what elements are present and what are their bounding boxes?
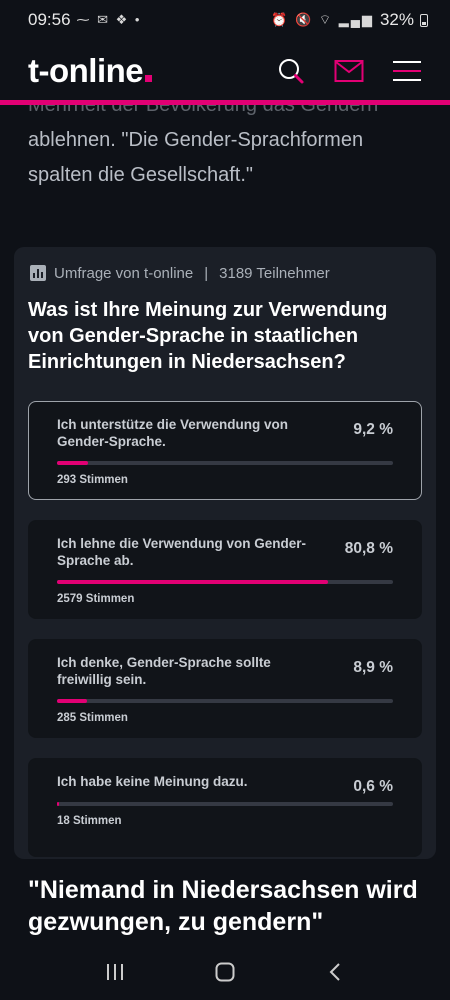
logo-dot — [145, 75, 153, 82]
home-icon — [215, 962, 235, 982]
option-header: Ich habe keine Meinung dazu. 0,6 % — [57, 773, 393, 796]
option-bar-fill — [57, 802, 60, 806]
poll-option[interactable]: Ich denke, Gender-Sprache sollte freiwil… — [28, 639, 422, 738]
site-header: t-online — [0, 40, 450, 102]
poll-option[interactable]: Ich unterstütze die Verwendung von Gende… — [28, 401, 422, 500]
mail-button[interactable] — [334, 56, 364, 86]
recent-apps-button[interactable] — [95, 952, 135, 992]
logo[interactable]: t-online — [28, 52, 153, 90]
poll-meta: Umfrage von t-online | 3189 Teilnehmer — [30, 263, 422, 283]
poll-participants: 3189 Teilnehmer — [219, 264, 330, 282]
poll-widget: Umfrage von t-online | 3189 Teilnehmer W… — [14, 247, 436, 859]
home-button[interactable] — [205, 952, 245, 992]
menu-icon — [393, 61, 421, 81]
option-percent: 8,9 % — [353, 659, 393, 676]
recent-apps-icon — [107, 964, 123, 980]
bar-chart-icon — [30, 265, 46, 281]
option-bar-fill — [57, 580, 329, 584]
option-label: Ich unterstütze die Verwendung von Gende… — [57, 417, 289, 449]
status-bar: 09:56 ⁓ ✉ ❖ • ⏰ 🔇 ⌔ ▂▄▆ 32% — [0, 0, 450, 40]
option-bar-track — [57, 699, 393, 703]
header-accent-line — [0, 100, 450, 105]
option-percent: 0,6 % — [353, 778, 393, 795]
search-icon — [279, 59, 304, 84]
poll-question: Was ist Ihre Meinung zur Verwendung von … — [28, 299, 388, 373]
battery-icon — [420, 13, 428, 27]
option-label: Ich habe keine Meinung dazu. — [57, 774, 248, 789]
option-votes: 285 Stimmen — [57, 712, 128, 724]
article-paragraph: ablehnen. "Die Gender-Sprachformen spalt… — [28, 129, 364, 186]
system-nav-bar — [0, 944, 450, 1000]
back-icon — [329, 963, 340, 981]
option-bar-track — [57, 802, 393, 806]
status-time: 09:56 — [28, 10, 71, 29]
notification-icons: ⁓ ✉ ❖ • — [76, 12, 142, 27]
poll-option[interactable]: Ich lehne die Verwendung von Gender-Spra… — [28, 520, 422, 619]
option-bar-fill — [57, 461, 88, 465]
poll-option[interactable]: Ich habe keine Meinung dazu. 0,6 % 18 St… — [28, 758, 422, 857]
meta-separator: | — [204, 264, 209, 282]
option-votes: 293 Stimmen — [57, 474, 128, 486]
search-button[interactable] — [276, 56, 306, 86]
mail-icon — [334, 60, 364, 82]
poll-source: Umfrage von t-online — [54, 264, 194, 282]
logo-text: t-online — [28, 52, 144, 89]
option-label: Ich lehne die Verwendung von Gender-Spra… — [57, 536, 307, 568]
option-bar-fill — [57, 699, 87, 703]
menu-button[interactable] — [392, 56, 422, 86]
header-icons — [276, 56, 422, 86]
option-header: Ich lehne die Verwendung von Gender-Spra… — [57, 535, 393, 569]
option-label: Ich denke, Gender-Sprache sollte freiwil… — [57, 655, 271, 687]
option-bar-track — [57, 461, 393, 465]
option-header: Ich denke, Gender-Sprache sollte freiwil… — [57, 654, 393, 688]
option-header: Ich unterstütze die Verwendung von Gende… — [57, 416, 393, 450]
poll-options: Ich unterstütze die Verwendung von Gende… — [28, 401, 422, 857]
battery-percent: 32% — [379, 10, 414, 29]
status-left: 09:56 ⁓ ✉ ❖ • — [28, 10, 141, 30]
option-percent: 9,2 % — [353, 421, 393, 438]
option-votes: 2579 Stimmen — [57, 593, 135, 605]
option-votes: 18 Stimmen — [57, 815, 122, 827]
option-percent: 80,8 % — [344, 540, 393, 557]
system-icons: ⏰ 🔇 ⌔ ▂▄▆ — [271, 12, 374, 27]
option-bar-track — [57, 580, 393, 584]
article-headline[interactable]: "Niemand in Niedersachsen wird gezwungen… — [28, 876, 418, 936]
back-button[interactable] — [315, 952, 355, 992]
status-right: ⏰ 🔇 ⌔ ▂▄▆ 32% — [271, 10, 428, 30]
